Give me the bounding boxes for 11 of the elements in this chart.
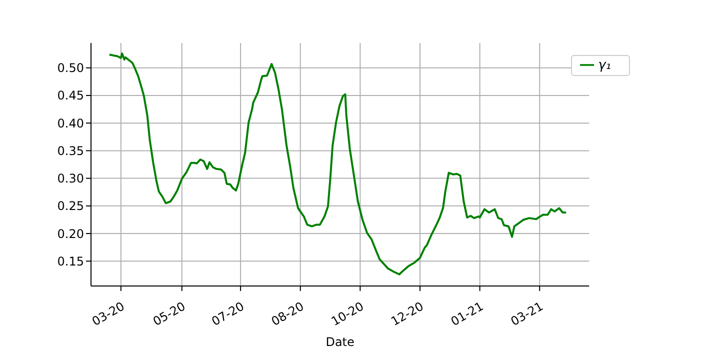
y-tick-label: 0.30 (57, 172, 84, 186)
y-tick-label: 0.25 (57, 199, 84, 214)
line-series (108, 52, 568, 276)
x-axis-title: Date (326, 335, 354, 349)
y-tick-label: 0.15 (57, 254, 84, 268)
y-tick-label: 0.20 (57, 226, 84, 241)
y-tick-label: 0.50 (57, 61, 84, 76)
y-tick-label: 0.35 (57, 144, 84, 158)
y-tick-label: 0.45 (57, 88, 84, 103)
legend-label: γ₁ (598, 58, 611, 73)
y-tick-label: 0.40 (57, 116, 84, 130)
